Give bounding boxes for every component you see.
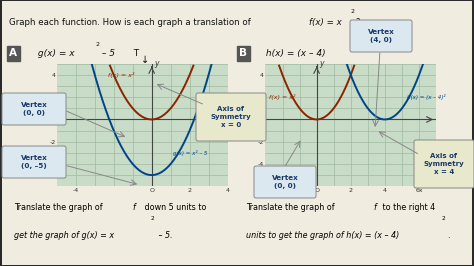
Text: 2: 2 xyxy=(95,42,100,47)
Text: Vertex
(0, –5): Vertex (0, –5) xyxy=(21,155,47,169)
Text: f(x) = x: f(x) = x xyxy=(309,18,342,27)
Text: y: y xyxy=(319,59,324,68)
Text: 2: 2 xyxy=(350,9,355,14)
FancyBboxPatch shape xyxy=(350,20,412,52)
Text: T: T xyxy=(128,49,139,58)
Text: f(x) = x²: f(x) = x² xyxy=(269,94,295,101)
Text: f: f xyxy=(132,203,136,212)
Text: h(x) = (x – 4): h(x) = (x – 4) xyxy=(263,49,325,58)
Text: 2: 2 xyxy=(441,216,445,221)
Text: Vertex
(4, 0): Vertex (4, 0) xyxy=(368,29,394,43)
Text: Graph each function. How is each graph a translation of: Graph each function. How is each graph a… xyxy=(9,18,254,27)
Text: Axis of
Symmetry
x = 0: Axis of Symmetry x = 0 xyxy=(210,106,251,128)
FancyBboxPatch shape xyxy=(196,93,266,141)
Text: g(x) = x: g(x) = x xyxy=(35,49,74,58)
Text: ?: ? xyxy=(356,18,360,27)
Text: Translate the graph of: Translate the graph of xyxy=(246,203,337,212)
Text: 2: 2 xyxy=(151,216,155,221)
FancyBboxPatch shape xyxy=(414,140,474,188)
Text: x: x xyxy=(222,109,226,118)
FancyBboxPatch shape xyxy=(2,146,66,178)
Text: y: y xyxy=(155,59,159,68)
Text: .: . xyxy=(447,231,449,240)
Text: – 5: – 5 xyxy=(99,49,115,58)
Text: 2: 2 xyxy=(370,42,374,47)
Text: f(x) = x²: f(x) = x² xyxy=(108,72,135,78)
Text: Vertex
(0, 0): Vertex (0, 0) xyxy=(272,175,298,189)
Text: f: f xyxy=(373,203,376,212)
Text: h(x) = (x – 4)²: h(x) = (x – 4)² xyxy=(407,94,446,101)
FancyBboxPatch shape xyxy=(254,166,316,198)
Text: down 5 units to: down 5 units to xyxy=(142,203,206,212)
Text: to the right 4: to the right 4 xyxy=(380,203,435,212)
Text: Translate the graph of: Translate the graph of xyxy=(14,203,105,212)
Text: units to get the graph of h(x) = (x – 4): units to get the graph of h(x) = (x – 4) xyxy=(246,231,400,240)
Text: B: B xyxy=(239,48,247,58)
Text: g(x) = x² – 5: g(x) = x² – 5 xyxy=(173,150,207,156)
Text: ↓: ↓ xyxy=(141,55,149,65)
Text: get the graph of g(x) = x: get the graph of g(x) = x xyxy=(14,231,114,240)
Text: Axis of
Symmetry
x = 4: Axis of Symmetry x = 4 xyxy=(424,153,465,175)
Text: – 5.: – 5. xyxy=(155,231,173,240)
Text: Vertex
(0, 0): Vertex (0, 0) xyxy=(21,102,47,116)
FancyBboxPatch shape xyxy=(2,93,66,125)
Text: A: A xyxy=(9,48,18,58)
